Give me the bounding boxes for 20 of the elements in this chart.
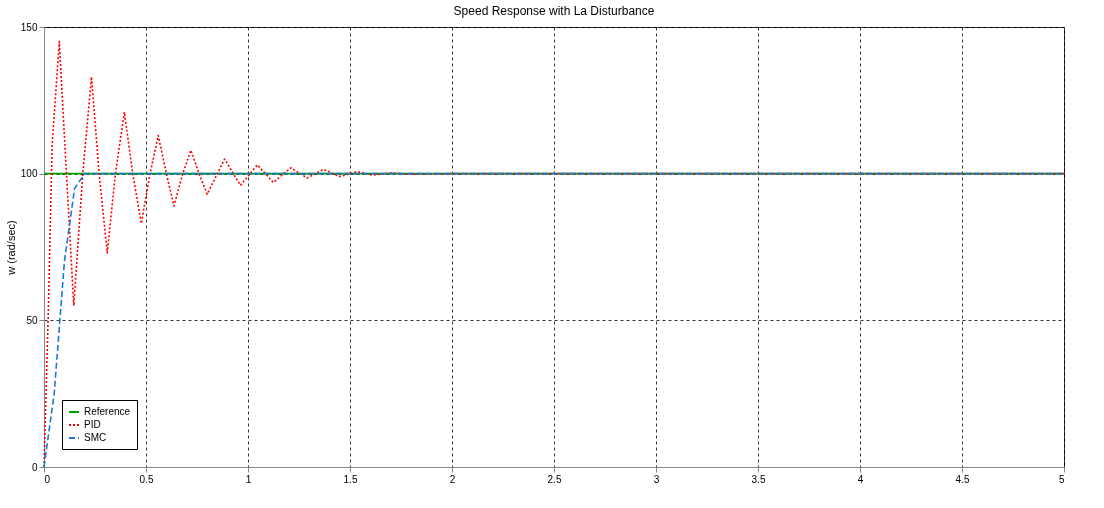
y-tick-label: 150 <box>20 21 38 33</box>
legend-label: SMC <box>84 432 107 443</box>
x-tick-label: 0.5 <box>139 473 154 485</box>
legend-label: Reference <box>84 406 131 417</box>
y-axis-title: w (rad/sec) <box>4 220 17 276</box>
x-tick-label: 3.5 <box>751 473 766 485</box>
y-tick-label: 0 <box>31 461 38 473</box>
x-tick-label: 1.5 <box>343 473 358 485</box>
y-tick-label: 100 <box>20 168 38 180</box>
x-tick-label: 2 <box>449 473 456 485</box>
x-tick-label: 3 <box>653 473 660 485</box>
x-tick-label: 2.5 <box>547 473 562 485</box>
y-tick-label: 50 <box>26 314 38 326</box>
legend-label: PID <box>84 419 101 430</box>
chart-title: Speed Response with La Disturbance <box>453 4 655 18</box>
x-tick-label: 1 <box>245 473 252 485</box>
x-tick-label: 4 <box>857 473 864 485</box>
x-tick-label: 5 <box>1058 473 1065 485</box>
x-tick-label: 4.5 <box>955 473 970 485</box>
x-tick-label: 0 <box>44 473 51 485</box>
